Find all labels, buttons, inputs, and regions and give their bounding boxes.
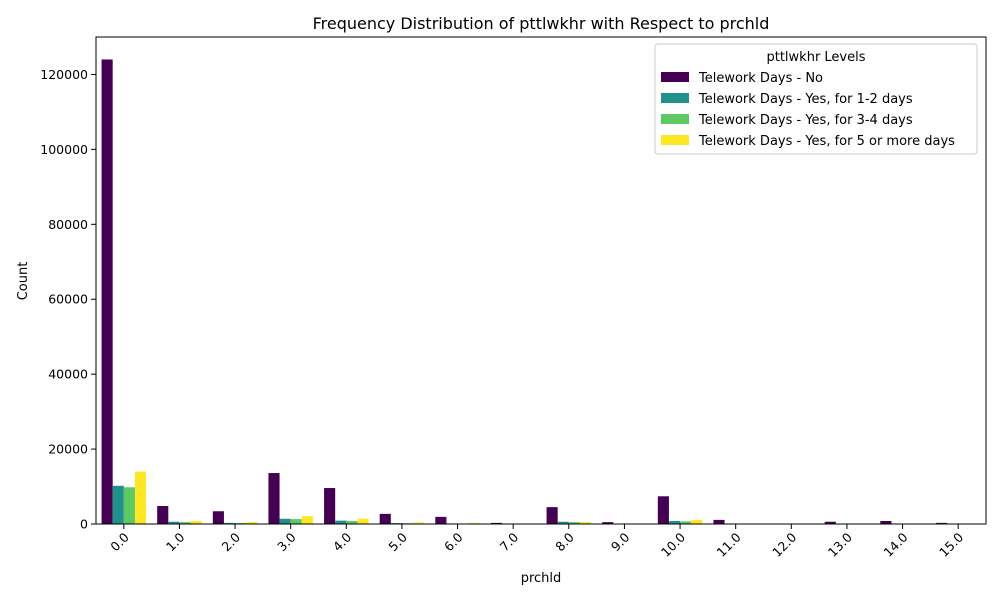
bar-8.0-series-3 [579, 522, 592, 524]
bar-4.0-series-1 [335, 520, 347, 524]
bar-10.0-series-2 [680, 521, 692, 524]
bar-3.0-series-1 [279, 518, 291, 524]
y-tick-label: 60000 [48, 292, 88, 307]
x-tick-label: 14.0 [880, 529, 910, 559]
bar-8.0-series-1 [557, 521, 569, 524]
bar-10.0-series-0 [657, 496, 669, 524]
y-tick-label: 80000 [48, 217, 88, 232]
bar-7.0-series-0 [490, 522, 503, 524]
y-tick-label: 100000 [40, 142, 88, 157]
legend-swatch [661, 93, 689, 103]
legend-label: Telework Days - Yes, for 3-4 days [698, 113, 913, 128]
y-tick-label: 120000 [40, 67, 88, 82]
bar-11.0-series-0 [713, 519, 725, 524]
x-tick-label: 11.0 [714, 529, 744, 559]
bar-3.0-series-0 [268, 473, 280, 524]
x-tick-label: 8.0 [552, 529, 577, 554]
bar-0.0-series-3 [134, 471, 147, 524]
y-axis-label: Count [16, 262, 31, 301]
bar-1.0-series-3 [190, 521, 202, 524]
bar-3.0-series-2 [290, 519, 302, 524]
bar-1.0-series-1 [168, 521, 180, 524]
legend-title: pttlwkhr Levels [766, 50, 865, 65]
plot-frame [95, 36, 987, 525]
y-tick-label: 0 [80, 517, 88, 532]
x-tick-label: 10.0 [658, 529, 688, 559]
bar-15.0-series-0 [935, 522, 948, 524]
legend-label: Telework Days - Yes, for 5 or more days [698, 134, 955, 149]
bar-14.0-series-0 [880, 521, 892, 524]
bar-4.0-series-0 [324, 488, 336, 524]
bar-2.0-series-0 [212, 511, 224, 524]
y-axis: 0 20000 40000 60000 80000 100000 120000 [40, 67, 96, 532]
legend-label: Telework Days - Yes, for 1-2 days [698, 92, 913, 107]
legend-label: Telework Days - No [698, 71, 823, 86]
bar-8.0-series-2 [568, 522, 580, 524]
x-tick-label: 13.0 [825, 529, 855, 559]
y-tick-label: 40000 [48, 367, 88, 382]
bar-0.0-series-2 [123, 487, 135, 524]
bar-0.0-series-0 [101, 59, 113, 524]
x-tick-label: 12.0 [769, 529, 799, 559]
x-tick-label: 1.0 [163, 529, 188, 554]
bar-10.0-series-1 [668, 521, 681, 524]
x-axis: 0.0 1.0 2.0 3.0 4.0 5.0 6.0 7.0 8.0 9.0 10.0 11.0 12… [107, 524, 966, 560]
bar-5.0-series-3 [413, 522, 425, 524]
bar-1.0-series-0 [157, 506, 169, 524]
bar-5.0-series-0 [379, 513, 391, 524]
bar-2.0-series-1 [223, 522, 236, 524]
bar-9.0-series-0 [602, 522, 614, 524]
bar-13.0-series-0 [824, 521, 836, 524]
legend: pttlwkhr Levels Telework Days - No Telewor… [654, 43, 978, 155]
bar-1.0-series-2 [179, 522, 191, 524]
x-tick-label: 4.0 [330, 529, 355, 554]
bar-2.0-series-3 [246, 522, 258, 524]
chart-title: Frequency Distribution of pttlwkhr with … [313, 14, 770, 33]
x-tick-label: 15.0 [936, 529, 966, 559]
legend-swatch [661, 72, 689, 82]
bar-4.0-series-3 [357, 518, 369, 524]
bar-3.0-series-3 [301, 516, 313, 524]
x-tick-label: 7.0 [497, 529, 522, 554]
bar-8.0-series-0 [546, 507, 558, 524]
x-axis-label: prchld [521, 571, 562, 586]
x-tick-label: 5.0 [385, 529, 410, 554]
x-tick-label: 0.0 [107, 529, 132, 554]
bar-4.0-series-2 [346, 521, 358, 524]
x-tick-label: 6.0 [441, 529, 466, 554]
bar-10.0-series-3 [691, 519, 703, 524]
x-tick-label: 3.0 [274, 529, 299, 554]
legend-swatch [661, 135, 689, 145]
x-tick-label: 2.0 [219, 529, 244, 554]
bar-6.0-series-0 [435, 516, 447, 524]
legend-swatch [661, 114, 689, 124]
legend-box [654, 43, 978, 155]
x-tick-label: 9.0 [608, 529, 633, 554]
y-tick-label: 20000 [48, 442, 88, 457]
bar-0.0-series-1 [112, 485, 124, 524]
